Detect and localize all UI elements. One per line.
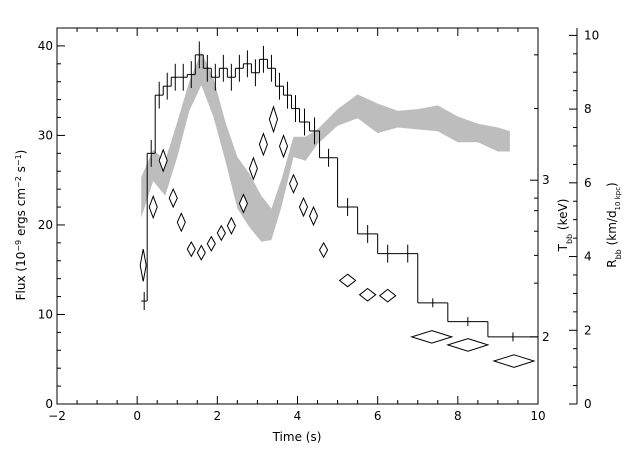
radius-axis-title-mid: (km/d [605,210,619,249]
left-axis-title-sup: −2 [14,176,23,188]
left-axis-title-part: Flux (10 [14,252,28,301]
x-tick-label: 0 [133,409,141,423]
temperature-point [186,240,196,258]
temperature-point [308,205,319,227]
temperature-point [358,287,377,302]
flux-histogram-layer [141,41,538,342]
radius-tick-label: 10 [584,28,599,42]
temperature-point [278,133,289,159]
flux-tick-label: 20 [38,218,53,232]
x-axis-title: Time (s) [272,430,322,444]
radius-axis-title-main: R [605,259,619,267]
temperature-point [238,193,248,214]
temperature-diamonds-layer [139,105,536,368]
left-axis-title-sup: −9 [14,240,23,252]
radius-tick-label: 8 [584,102,592,116]
radius-axis-title-end: ) [605,182,619,187]
temperature-point [318,241,329,259]
radius-tick-label: 4 [584,250,592,264]
temperature-point [196,244,206,261]
temperature-axis-title-main: T [556,243,570,252]
left-axis-title-sup: −1 [14,154,23,166]
temperature-point [158,148,168,173]
temperature-point [226,216,236,236]
temperature-point [492,354,536,368]
left-axis-title-part: s [14,166,28,176]
radius-tick-label: 2 [584,323,592,337]
temperature-point [206,235,216,252]
left-axis-title-part: ) [14,150,28,155]
temperature-point [378,288,397,303]
temperature-axis-title-rest: (keV) [556,199,570,234]
temperature-point [148,194,158,220]
x-tick-label: 2 [214,409,222,423]
radius-tick-label: 6 [584,176,592,190]
radius-tick-label: 0 [584,397,592,411]
temperature-point [288,173,299,194]
flux-tick-label: 0 [45,397,53,411]
radius-axis-title: Rbb (km/d10 kpc) [605,182,623,267]
left-axis-title-part: ergs cm [14,188,28,240]
temperature-point [298,196,309,218]
temperature-point [176,212,186,233]
temperature-tick-label: 3 [542,173,550,187]
temperature-tick-label: 2 [542,330,550,344]
temperature-point [139,249,147,282]
flux-tick-label: 30 [38,128,53,142]
radius-axis-title-sub: bb [614,249,623,259]
temperature-point [268,105,279,134]
temperature-point [258,132,268,157]
temperature-point [168,187,178,209]
flux-tick-label: 10 [38,307,53,321]
temperature-point [410,330,454,344]
radius-band-layer [141,52,510,242]
temperature-point [216,224,226,242]
radius-band [141,52,510,242]
x-tick-label: 6 [374,409,382,423]
left-axis-title: Flux (10−9 ergs cm−2 s−1) [14,150,29,301]
temperature-axis-title: Tbb (keV) [556,199,574,253]
radius-axis-title-sub2: 10 kpc [614,187,622,211]
x-tick-label: 8 [454,409,462,423]
temperature-axis-title-sub: bb [565,234,574,244]
temperature-point [446,338,490,352]
temperature-point [248,156,258,181]
x-tick-label: −2 [48,409,66,423]
x-tick-label: 4 [294,409,302,423]
x-tick-label: 10 [530,409,545,423]
temperature-point [338,273,357,288]
flux-tick-label: 40 [38,39,53,53]
